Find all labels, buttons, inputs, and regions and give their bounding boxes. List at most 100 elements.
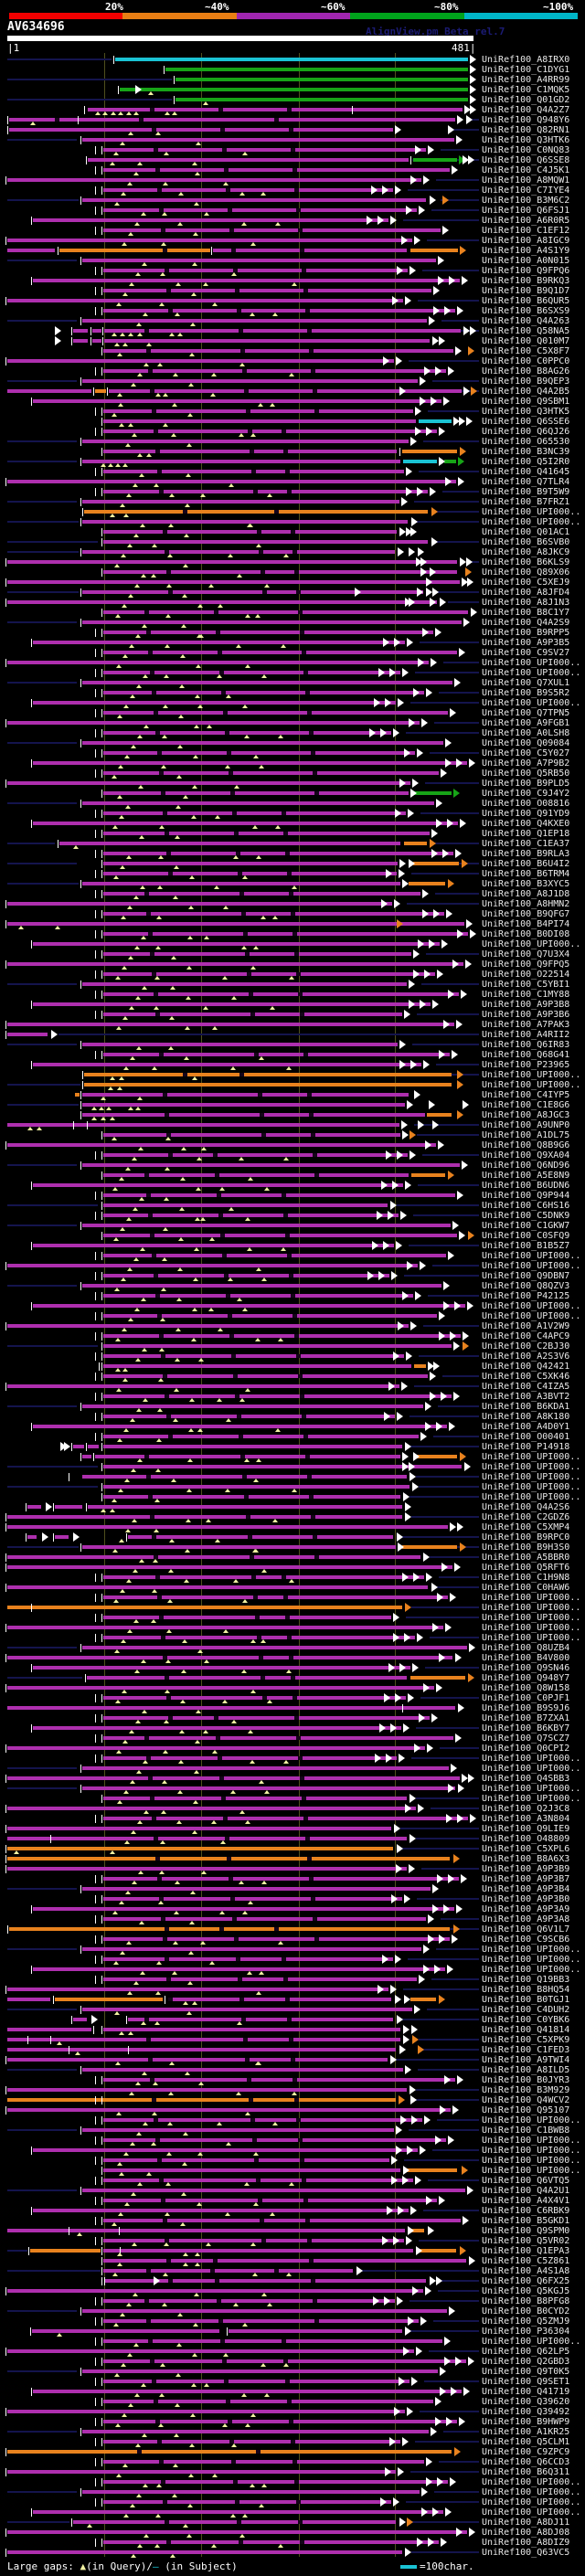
alignment-bar[interactable] xyxy=(103,1797,407,1800)
alignment-bar[interactable] xyxy=(95,389,106,393)
hit-label[interactable]: UniRef100_A8JFD4 xyxy=(482,588,570,598)
alignment-bar[interactable] xyxy=(120,88,468,91)
alignment-bar[interactable] xyxy=(403,460,437,463)
alignment-bar[interactable] xyxy=(103,1274,389,1277)
alignment-bar[interactable] xyxy=(103,269,408,272)
alignment-bar[interactable] xyxy=(103,1575,424,1579)
hit-label[interactable]: UniRef100_Q9XA04 xyxy=(482,1150,570,1161)
hit-label[interactable]: UniRef100_C0SFQ9 xyxy=(482,1231,570,1241)
alignment-bar[interactable] xyxy=(82,1455,91,1458)
alignment-bar[interactable] xyxy=(410,2229,424,2232)
hit-label[interactable]: UniRef100_A4D0Y1 xyxy=(482,1422,570,1432)
alignment-bar[interactable] xyxy=(103,651,457,654)
alignment-bar[interactable] xyxy=(7,1324,409,1328)
alignment-bar[interactable] xyxy=(103,1374,428,1378)
hit-label[interactable]: UniRef100_A4RR99 xyxy=(482,75,570,85)
hit-label[interactable]: UniRef100_UPI000.. xyxy=(482,2115,581,2125)
alignment-bar[interactable] xyxy=(402,1545,457,1549)
alignment-bar[interactable] xyxy=(169,1998,391,2001)
hit-label[interactable]: UniRef100_Q8QZV3 xyxy=(482,1281,570,1291)
hit-label[interactable]: UniRef100_C2BJ30 xyxy=(482,1341,570,1352)
hit-label[interactable]: UniRef100_Q62LP5 xyxy=(482,2347,570,2357)
alignment-bar[interactable] xyxy=(103,1485,410,1489)
alignment-bar[interactable] xyxy=(103,2158,389,2162)
hit-label[interactable]: UniRef100_A9UNP0 xyxy=(482,1120,570,1130)
alignment-bar[interactable] xyxy=(33,218,388,222)
hit-label[interactable]: UniRef100_A7P9B2 xyxy=(482,758,570,769)
alignment-bar[interactable] xyxy=(82,2189,465,2192)
alignment-bar[interactable] xyxy=(7,178,421,182)
alignment-bar[interactable] xyxy=(82,1113,425,1117)
hit-label[interactable]: UniRef100_C1FED3 xyxy=(482,2045,570,2055)
hit-label[interactable]: UniRef100_B6SVB0 xyxy=(482,537,570,547)
alignment-bar[interactable] xyxy=(82,1887,431,1891)
hit-label[interactable]: UniRef100_UPI000.. xyxy=(482,2507,581,2518)
alignment-bar[interactable] xyxy=(7,1827,391,1830)
hit-label[interactable]: UniRef100_O65530 xyxy=(482,437,570,447)
hit-label[interactable]: UniRef100_O08816 xyxy=(482,799,570,809)
alignment-bar[interactable] xyxy=(103,1234,457,1237)
hit-label[interactable]: UniRef100_Q01AC1 xyxy=(482,527,570,537)
alignment-bar[interactable] xyxy=(7,922,464,926)
hit-label[interactable]: UniRef100_A8DIZ9 xyxy=(482,2538,570,2548)
hit-label[interactable]: UniRef100_A4S1Y9 xyxy=(482,246,570,256)
hit-label[interactable]: UniRef100_B6KBY7 xyxy=(482,1723,570,1733)
alignment-bar[interactable] xyxy=(87,1676,407,1680)
alignment-bar[interactable] xyxy=(103,1354,404,1358)
hit-label[interactable]: UniRef100_Q7SCZ7 xyxy=(482,1733,570,1744)
alignment-bar[interactable] xyxy=(103,1214,399,1217)
hit-label[interactable]: UniRef100_B8A6X3 xyxy=(482,1854,570,1864)
alignment-bar[interactable] xyxy=(7,1606,402,1609)
hit-label[interactable]: UniRef100_UPI000.. xyxy=(482,1482,581,1492)
alignment-bar[interactable] xyxy=(176,78,468,81)
hit-label[interactable]: UniRef100_Q7TLR4 xyxy=(482,477,570,487)
alignment-bar[interactable] xyxy=(27,1505,41,1509)
alignment-bar[interactable] xyxy=(33,2510,443,2514)
hit-label[interactable]: UniRef100_C9SCB6 xyxy=(482,1935,570,1945)
alignment-bar[interactable] xyxy=(7,2530,467,2534)
alignment-bar[interactable] xyxy=(7,580,460,584)
hit-label[interactable]: UniRef100_B0TGJ1 xyxy=(482,1995,570,2005)
alignment-bar[interactable] xyxy=(103,992,459,996)
alignment-bar[interactable] xyxy=(7,1776,460,1780)
alignment-bar[interactable] xyxy=(103,1616,391,1619)
alignment-bar[interactable] xyxy=(103,1957,393,1961)
hit-label[interactable]: UniRef100_Q1EPA3 xyxy=(482,2246,570,2256)
hit-label[interactable]: UniRef100_UPI000.. xyxy=(482,1965,581,1975)
hit-label[interactable]: UniRef100_Q6FX25 xyxy=(482,2276,570,2286)
hit-label[interactable]: UniRef100_Q95107 xyxy=(482,2105,570,2115)
alignment-bar[interactable] xyxy=(7,1746,425,1750)
hit-label[interactable]: UniRef100_A9P3B8 xyxy=(482,1000,570,1010)
alignment-bar[interactable] xyxy=(84,1083,452,1087)
alignment-bar[interactable] xyxy=(82,982,407,986)
hit-label[interactable]: UniRef100_C5XPK9 xyxy=(482,2035,570,2045)
hit-label[interactable]: UniRef100_C5Y027 xyxy=(482,748,570,758)
hit-label[interactable]: UniRef100_UPI000.. xyxy=(482,1251,581,1261)
alignment-bar[interactable] xyxy=(7,600,437,604)
alignment-bar[interactable] xyxy=(7,1626,443,1629)
hit-label[interactable]: UniRef100_Q2J3C8 xyxy=(482,1804,570,1814)
hit-label[interactable]: UniRef100_Q4KXE0 xyxy=(482,819,570,829)
hit-label[interactable]: UniRef100_UPI000.. xyxy=(482,939,581,949)
hit-label[interactable]: UniRef100_O22514 xyxy=(482,970,570,980)
alignment-bar[interactable] xyxy=(7,2048,396,2051)
hit-label[interactable]: UniRef100_B6Q311 xyxy=(482,2467,570,2477)
alignment-bar[interactable] xyxy=(7,962,463,966)
alignment-bar[interactable] xyxy=(33,942,440,946)
alignment-bar[interactable] xyxy=(103,671,400,674)
alignment-bar[interactable] xyxy=(213,249,407,252)
hit-label[interactable]: UniRef100_Q6ND96 xyxy=(482,1161,570,1171)
alignment-bar[interactable] xyxy=(82,2068,403,2072)
hit-label[interactable]: UniRef100_Q6V1L7 xyxy=(482,1924,570,1935)
hit-label[interactable]: UniRef100_Q9T0K5 xyxy=(482,2367,570,2377)
alignment-bar[interactable] xyxy=(103,1254,446,1257)
alignment-bar[interactable] xyxy=(103,188,393,192)
alignment-bar[interactable] xyxy=(104,339,430,343)
alignment-bar[interactable] xyxy=(82,2369,438,2373)
hit-label[interactable]: UniRef100_A9P3B0 xyxy=(482,1894,570,1904)
alignment-bar[interactable] xyxy=(33,1244,394,1247)
hit-label[interactable]: UniRef100_Q5I2R0 xyxy=(482,457,570,467)
alignment-bar[interactable] xyxy=(7,1988,388,1991)
alignment-bar[interactable] xyxy=(103,2299,395,2303)
hit-label[interactable]: UniRef100_UPI000.. xyxy=(482,1633,581,1643)
